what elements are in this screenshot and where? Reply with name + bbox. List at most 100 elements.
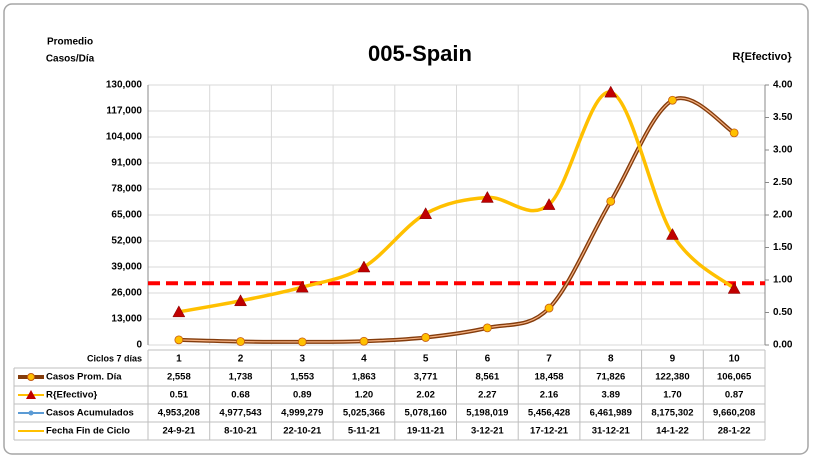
x-tick-label: 1 [176, 354, 182, 365]
marker-casos [729, 128, 739, 138]
y-tick-label: 117,000 [106, 106, 142, 117]
table-cell: 4,977,543 [219, 408, 261, 419]
table-cell: 4,953,208 [158, 408, 200, 419]
legend-label: Casos Prom. Día [46, 372, 122, 383]
table-cell: 5,078,160 [405, 408, 447, 419]
table-cell: 106,065 [717, 372, 752, 383]
legend-label: Fecha Fin de Ciclo [46, 426, 130, 437]
y2-tick-label: 1.50 [773, 242, 793, 253]
table-cell: 0.89 [293, 390, 312, 401]
table-cell: 5,025,366 [343, 408, 385, 419]
legend-marker [28, 410, 34, 416]
table-cell: 4,999,279 [281, 408, 323, 419]
table-cell: 5,198,019 [466, 408, 508, 419]
legend-marker [26, 390, 36, 399]
x-tick-label: 7 [546, 354, 552, 365]
marker-casos [668, 95, 677, 105]
y-tick-label: 0 [136, 340, 142, 351]
table-cell: 31-12-21 [592, 426, 631, 437]
table-cell: 71,826 [596, 372, 625, 383]
y-tick-label: 26,000 [111, 288, 142, 299]
y-tick-label: 104,000 [106, 132, 143, 143]
table-cell: 3-12-21 [471, 426, 504, 437]
table-cell: 0.68 [231, 390, 250, 401]
table-cell: 5-11-21 [348, 426, 381, 437]
table-cell: 2,558 [167, 372, 191, 383]
table-cell: 17-12-21 [530, 426, 569, 437]
marker-r [727, 281, 741, 294]
table-cell: 22-10-21 [283, 426, 322, 437]
y2-tick-label: 1.00 [773, 275, 793, 286]
marker-casos [606, 196, 616, 206]
y2-tick-label: 3.50 [773, 112, 793, 123]
table-cell: 3,771 [414, 372, 438, 383]
x-tick-label: 3 [299, 354, 305, 365]
marker-r [542, 198, 556, 210]
chart-title: 005-Spain [368, 41, 472, 66]
table-cell: 2.27 [478, 390, 497, 401]
y2-tick-label: 4.00 [773, 80, 793, 91]
marker-casos [544, 303, 554, 313]
y2-tick-label: 3.00 [773, 145, 793, 156]
table-cell: 8-10-21 [224, 426, 257, 437]
table-cell: 18,458 [535, 372, 564, 383]
marker-casos [174, 335, 184, 345]
table-header: Ciclos 7 días [87, 353, 142, 363]
y2-axis-title: R{Efectivo} [732, 51, 792, 63]
table-cell: 0.87 [725, 390, 744, 401]
marker-r [480, 190, 494, 203]
marker-r [604, 85, 618, 98]
table-cell: 19-11-21 [407, 426, 445, 437]
table-cell: 6,461,989 [590, 408, 632, 419]
marker-r [666, 227, 679, 240]
x-tick-label: 5 [423, 354, 429, 365]
table-cell: 2.16 [540, 390, 559, 401]
table-cell: 1,738 [229, 372, 253, 383]
table-cell: 2.02 [416, 390, 435, 401]
legend-marker [27, 373, 35, 381]
y-tick-label: 65,000 [111, 210, 142, 221]
table-cell: 28-1-22 [718, 426, 751, 437]
y2-tick-label: 0.50 [773, 307, 793, 318]
x-tick-label: 4 [361, 354, 367, 365]
marker-r [357, 260, 371, 273]
y2-tick-label: 0.00 [773, 340, 793, 351]
table-cell: 5,456,428 [528, 408, 570, 419]
x-tick-label: 8 [608, 354, 614, 365]
table-cell: 1.70 [663, 390, 682, 401]
y-tick-label: 13,000 [111, 314, 142, 325]
table-cell: 9,660,208 [713, 408, 755, 419]
x-tick-label: 6 [485, 354, 491, 365]
y-axis-title: Casos/Día [46, 54, 95, 65]
table-cell: 122,380 [655, 372, 689, 383]
table-cell: 24-9-21 [162, 426, 195, 437]
x-tick-label: 2 [238, 354, 244, 365]
marker-r [172, 305, 186, 318]
legend-label: Casos Acumulados [46, 408, 134, 419]
marker-casos [482, 323, 492, 333]
table-cell: 1.20 [355, 390, 374, 401]
marker-casos [421, 333, 431, 342]
table-cell: 3.89 [602, 390, 621, 401]
y-axis-title: Promedio [47, 37, 93, 48]
x-tick-label: 10 [729, 354, 741, 365]
table-cell: 1,553 [290, 372, 314, 383]
y-tick-label: 78,000 [111, 184, 142, 195]
y-tick-label: 130,000 [106, 80, 143, 91]
x-tick-label: 9 [670, 354, 676, 365]
table-cell: 0.51 [170, 390, 189, 401]
table-cell: 8,561 [475, 372, 499, 383]
legend-label: R{Efectivo} [46, 390, 98, 401]
marker-casos [236, 337, 245, 346]
y2-tick-label: 2.50 [773, 177, 793, 188]
y-tick-label: 52,000 [111, 236, 142, 247]
table-cell: 14-1-22 [656, 426, 689, 437]
marker-casos [297, 337, 307, 347]
marker-r [419, 207, 433, 219]
marker-r [234, 294, 247, 307]
marker-r [295, 280, 309, 293]
y-tick-label: 91,000 [111, 158, 142, 169]
y2-tick-label: 2.00 [773, 210, 793, 221]
y-tick-label: 39,000 [111, 262, 142, 273]
